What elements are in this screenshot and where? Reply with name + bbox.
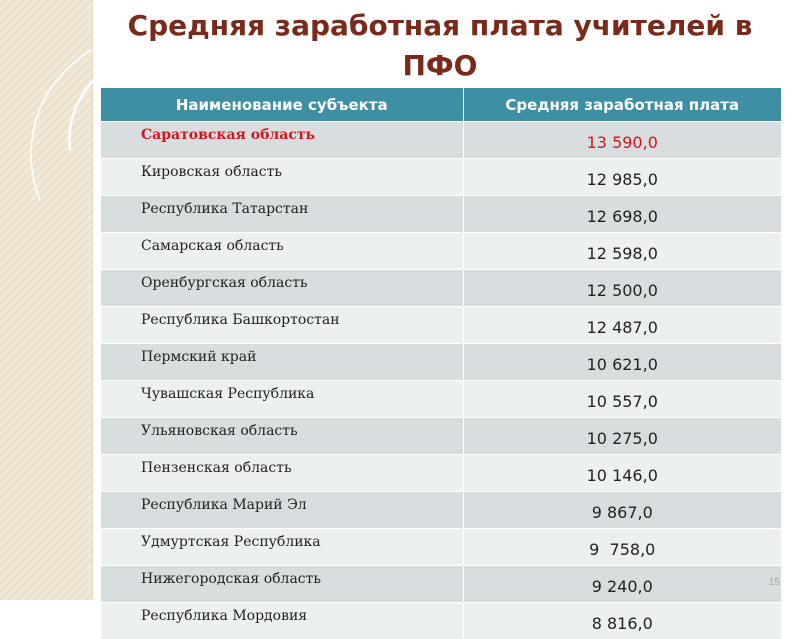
- salary-value: 10 557,0: [463, 381, 781, 418]
- table-row: Нижегородская область 9 240,0: [101, 566, 781, 603]
- salary-value: 9 758,0: [463, 529, 781, 566]
- region-name: Чувашская Республика: [101, 381, 463, 418]
- region-name: Самарская область: [101, 233, 463, 270]
- salary-value: 12 487,0: [463, 307, 781, 344]
- salary-value: 8 816,0: [463, 603, 781, 639]
- salary-value: 12 500,0: [463, 270, 781, 307]
- table-row: Оренбургская область 12 500,0: [101, 270, 781, 307]
- region-name: Республика Татарстан: [101, 196, 463, 233]
- table-row: Самарская область 12 598,0: [101, 233, 781, 270]
- salary-value: 10 621,0: [463, 344, 781, 381]
- header-salary: Средняя заработная плата: [463, 88, 781, 122]
- region-name: Пензенская область: [101, 455, 463, 492]
- table-row: Республика Марий Эл 9 867,0: [101, 492, 781, 529]
- table-header-row: Наименование субъекта Средняя заработная…: [101, 88, 781, 122]
- region-name: Республика Мордовия: [101, 603, 463, 639]
- table-row: Республика Татарстан 12 698,0: [101, 196, 781, 233]
- salary-table: Наименование субъекта Средняя заработная…: [101, 88, 781, 639]
- region-name: Пермский край: [101, 344, 463, 381]
- header-region: Наименование субъекта: [101, 88, 463, 122]
- salary-value: 12 598,0: [463, 233, 781, 270]
- region-name: Ульяновская область: [101, 418, 463, 455]
- table-row: Саратовская область 13 590,0: [101, 122, 781, 159]
- table-row: Пермский край 10 621,0: [101, 344, 781, 381]
- region-name: Республика Марий Эл: [101, 492, 463, 529]
- page-title: Средняя заработная плата учителей в ПФО: [110, 6, 770, 86]
- table-row: Пензенская область 10 146,0: [101, 455, 781, 492]
- table-row: Республика Мордовия 8 816,0: [101, 603, 781, 639]
- salary-value: 10 275,0: [463, 418, 781, 455]
- salary-value: 9 240,0: [463, 566, 781, 603]
- table-row: Чувашская Республика 10 557,0: [101, 381, 781, 418]
- salary-value: 13 590,0: [463, 122, 781, 159]
- region-name: Кировская область: [101, 159, 463, 196]
- salary-value: 12 985,0: [463, 159, 781, 196]
- salary-value: 12 698,0: [463, 196, 781, 233]
- table-row: Удмуртская Республика 9 758,0: [101, 529, 781, 566]
- region-name: Нижегородская область: [101, 566, 463, 603]
- region-name: Республика Башкортостан: [101, 307, 463, 344]
- salary-value: 9 867,0: [463, 492, 781, 529]
- salary-value: 10 146,0: [463, 455, 781, 492]
- table-row: Кировская область 12 985,0: [101, 159, 781, 196]
- table-row: Республика Башкортостан 12 487,0: [101, 307, 781, 344]
- page-number: 15: [769, 577, 780, 588]
- region-name: Оренбургская область: [101, 270, 463, 307]
- table-row: Ульяновская область 10 275,0: [101, 418, 781, 455]
- region-name: Удмуртская Республика: [101, 529, 463, 566]
- region-name: Саратовская область: [101, 122, 463, 159]
